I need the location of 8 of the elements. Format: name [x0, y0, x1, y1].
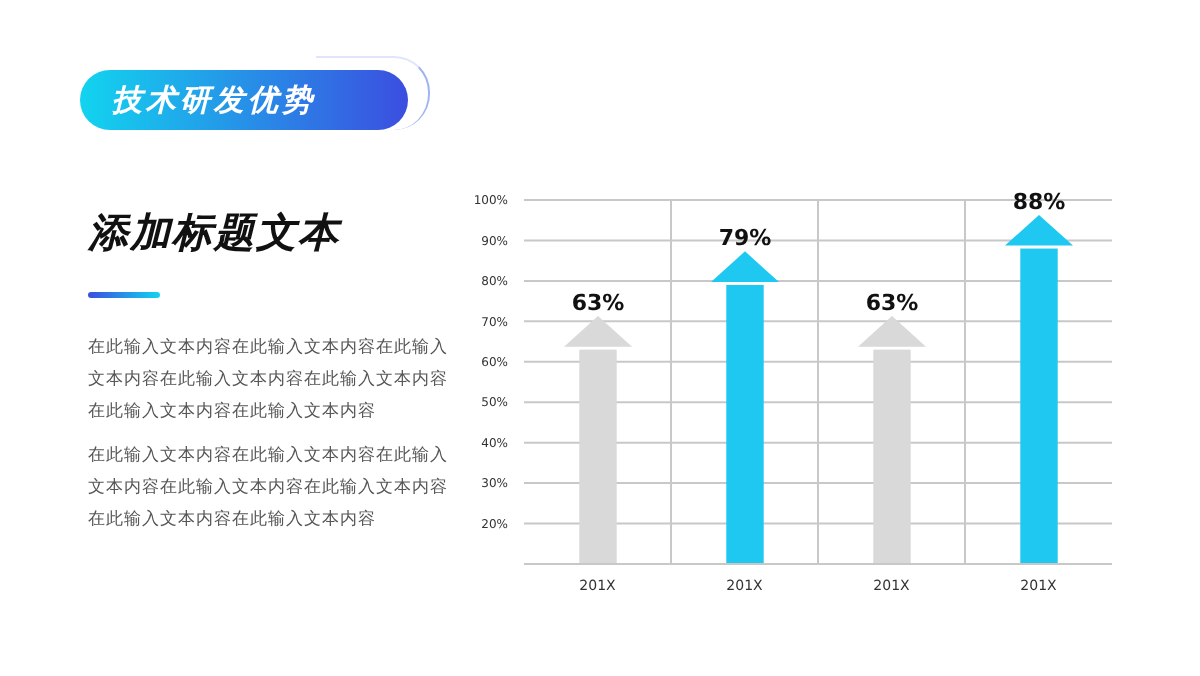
data-label: 79% [718, 224, 772, 251]
chart-subtitle: 添加标题文本 [88, 206, 340, 260]
text: 技术研发优势 [80, 70, 408, 130]
text: 在此输入文本内容在此输入文本内容在此输入文本内容在此输入文本内容在此输入文本内容在此输入文本内容在此输入文本内容 [88, 335, 450, 426]
data-label: 63% [571, 289, 625, 316]
data-label: 88% [1012, 188, 1066, 215]
text: 在此输入文本内容在此输入文本内容在此输入文本内容在此输入文本内容在此输入文本内容在此输入文本内容在此输入文本内容 [88, 443, 450, 534]
data-label: 63% [865, 289, 919, 316]
